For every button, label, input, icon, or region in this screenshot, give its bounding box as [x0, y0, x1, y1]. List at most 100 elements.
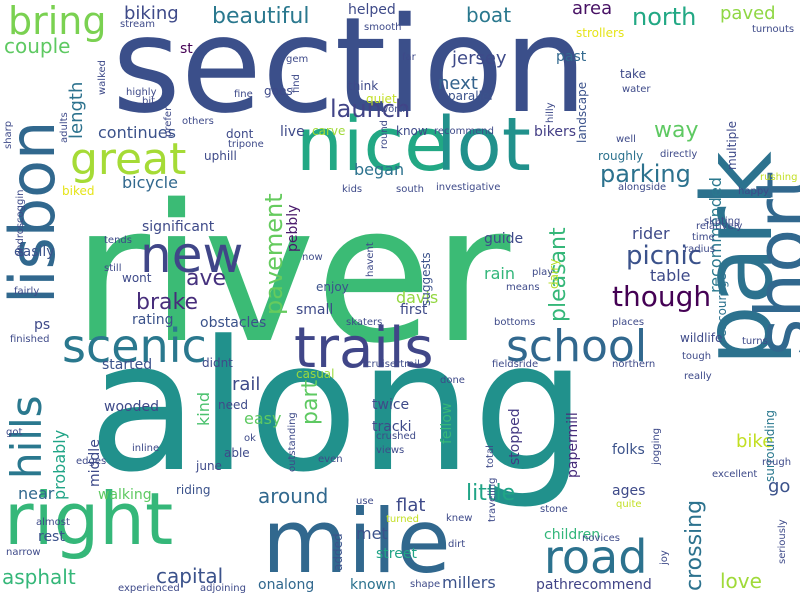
word-alongside: alongside	[618, 182, 667, 193]
word-highly: highly	[126, 87, 157, 98]
word-june: june	[196, 459, 222, 473]
word-joy: joy	[659, 549, 670, 565]
word-rating: rating	[132, 312, 174, 328]
word-flat: flat	[396, 495, 426, 516]
word-walked: walked	[97, 60, 108, 96]
word-added: added	[331, 533, 345, 572]
word-biking: biking	[124, 3, 179, 24]
word-fine: fine	[234, 89, 253, 100]
word-wooded: wooded	[104, 399, 159, 415]
word-onalong: onalong	[258, 577, 315, 593]
word-adults: adults	[59, 112, 70, 144]
word-bring: bring	[8, 0, 107, 43]
word-knew: knew	[446, 513, 473, 524]
word-bottoms: bottoms	[494, 317, 536, 328]
word-got: got	[6, 427, 23, 438]
word-novices: novices	[582, 533, 621, 544]
word-significant: significant	[142, 219, 215, 235]
word-helped: helped	[348, 2, 396, 18]
word-relatively: relatively	[696, 221, 743, 232]
word-began: began	[354, 160, 405, 179]
word-small: small	[296, 302, 334, 318]
word-bicycle: bicycle	[122, 173, 178, 192]
word-fieldsride: fieldsride	[492, 359, 539, 370]
word-uphill: uphill	[204, 149, 237, 163]
word-davis: davis	[396, 288, 439, 307]
word-goes: goes	[264, 84, 293, 98]
word-investigative: investigative	[436, 182, 501, 193]
word-brake: brake	[136, 290, 198, 315]
word-narrow: narrow	[6, 547, 41, 558]
word-outstanding: outstanding	[287, 412, 298, 473]
word-obstacles: obstacles	[200, 315, 267, 331]
word-means: means	[506, 282, 540, 293]
word-tripone: tripone	[228, 139, 264, 150]
word-though: though	[612, 280, 712, 313]
word-paved: paved	[720, 3, 776, 24]
word-enjoy: enjoy	[316, 280, 349, 294]
word-finished: finished	[10, 334, 50, 345]
word-traveling: traveling	[487, 477, 498, 522]
word-tough: tough	[682, 351, 712, 362]
word-rushing: rushing	[760, 172, 798, 183]
word-table: table	[650, 266, 691, 285]
word-jogging: jogging	[651, 428, 662, 466]
word-didnt: didnt	[202, 356, 233, 370]
word-part: part	[298, 379, 323, 425]
word-skaters: skaters	[346, 317, 383, 328]
word-next: next	[438, 73, 478, 94]
word-gem: gem	[286, 54, 309, 65]
word-find: find	[291, 73, 302, 93]
word-seriously: seriously	[777, 519, 788, 564]
word-scenic: scenic	[62, 319, 207, 373]
word-strollers: strollers	[576, 26, 625, 40]
word-road: road	[544, 530, 648, 584]
word-need: need	[218, 398, 248, 412]
word-dirt: dirt	[448, 539, 466, 550]
word-use: use	[356, 496, 374, 507]
word-ok: ok	[244, 433, 256, 444]
word-turns: turns	[742, 336, 768, 347]
word-lot: lot	[436, 102, 531, 188]
word-children: children	[544, 527, 601, 543]
word-kind: kind	[194, 391, 213, 426]
word-encourage: encourage	[715, 273, 729, 337]
word-probably: probably	[50, 430, 69, 501]
word-tracki: tracki	[372, 419, 412, 435]
word-almost: almost	[36, 517, 70, 528]
word-area: area	[572, 0, 613, 19]
word-along: along	[88, 303, 587, 512]
word-known: known	[350, 577, 396, 593]
word-places: places	[612, 317, 645, 328]
word-river: river	[72, 164, 511, 385]
word-total: total	[485, 445, 496, 468]
word-rest: rest	[38, 529, 65, 545]
word-wont: wont	[122, 271, 152, 285]
word-love: love	[720, 569, 762, 593]
word-pathrecommend: pathrecommend	[536, 577, 652, 593]
word-length: length	[66, 81, 87, 139]
word-surrounding: surrounding	[763, 409, 777, 482]
word-riding: riding	[176, 483, 211, 497]
word-take: take	[620, 67, 646, 81]
word-biked: biked	[62, 184, 95, 198]
word-boat: boat	[466, 3, 512, 27]
word-stone: stone	[540, 504, 568, 515]
word-fairly: fairly	[14, 286, 40, 297]
word-know: know	[396, 124, 428, 138]
word-think: think	[348, 79, 379, 93]
word-round: round	[379, 119, 390, 149]
word-suggests: suggests	[419, 251, 433, 306]
word-tends: tends	[104, 235, 132, 246]
word-met: met	[356, 524, 388, 543]
word-wildlife: wildlife	[680, 331, 723, 345]
word-ps: ps	[34, 317, 51, 333]
word-st: st	[180, 41, 193, 57]
word-great: great	[70, 134, 187, 185]
word-little: little	[466, 481, 516, 506]
word-northern: northern	[612, 359, 656, 370]
word-rail: rail	[232, 374, 261, 395]
word-pebbly: pebbly	[285, 204, 301, 253]
word-happy: happy	[738, 186, 770, 197]
